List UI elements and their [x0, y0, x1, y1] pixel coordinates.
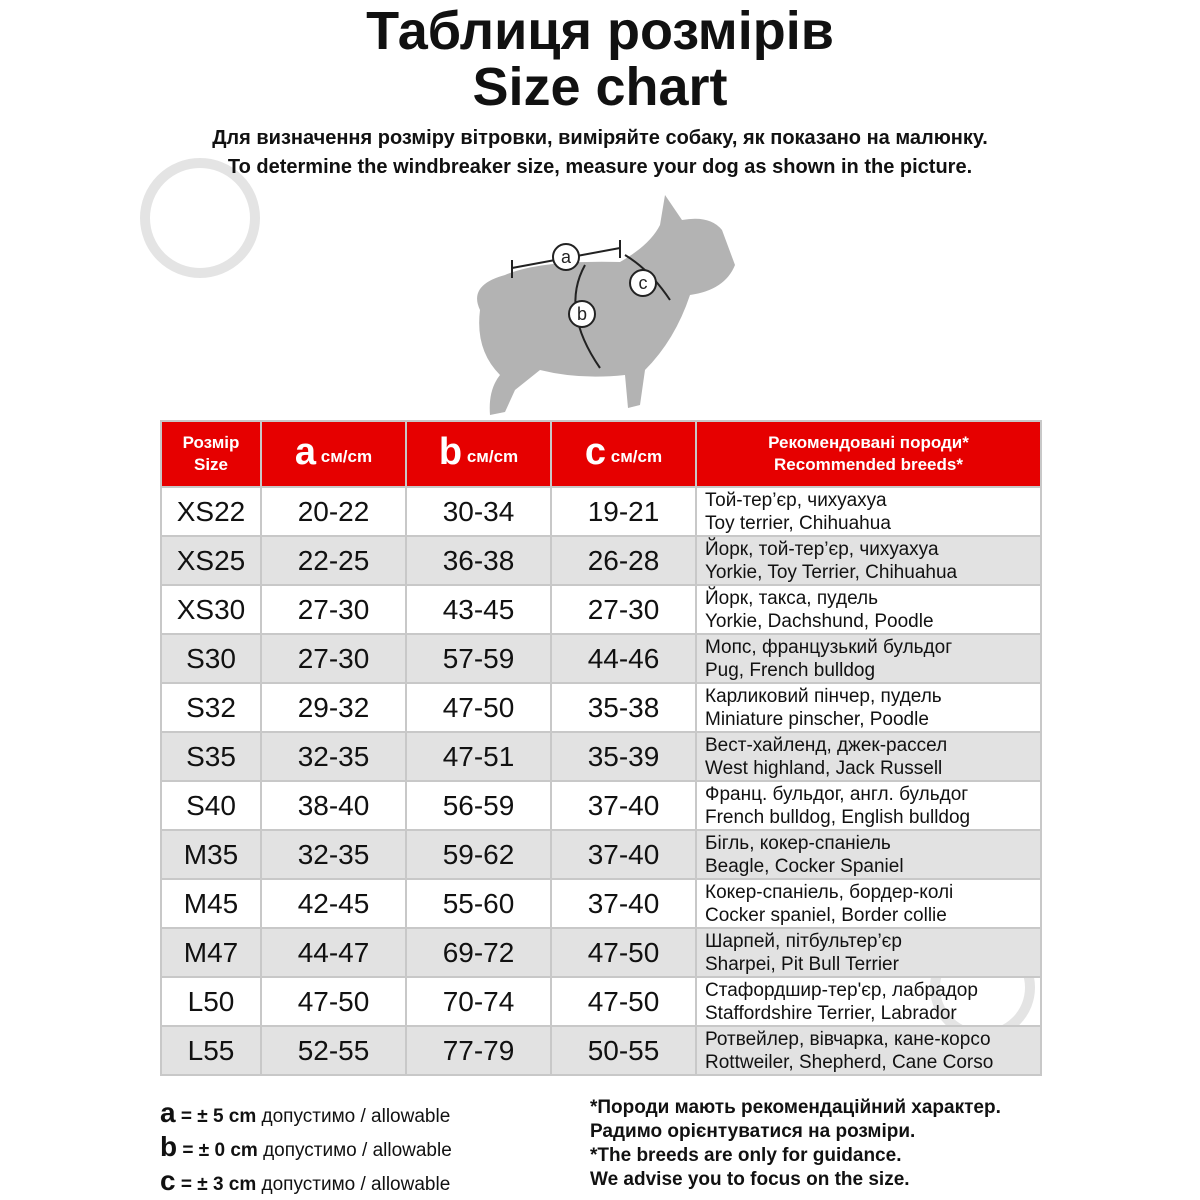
cell-breeds: Ротвейлер, вівчарка, кане-корсо Rottweile… [695, 1025, 1042, 1076]
cell-breeds: Карликовий пінчер, пудель Miniature pinsc… [695, 682, 1042, 733]
cell-b: 56-59 [405, 780, 552, 831]
cell-a: 29-32 [260, 682, 407, 733]
cell-size: M45 [160, 878, 262, 929]
cell-breeds: Йорк, той-тер’єр, чихуахуа Yorkie, Toy Te… [695, 535, 1042, 586]
table-row: S35 32-35 47-51 35-39 Вест-хайленд, джек-рас… [160, 731, 1042, 782]
title-en: Size chart [472, 57, 728, 117]
cell-b: 47-50 [405, 682, 552, 733]
cell-c: 47-50 [550, 976, 697, 1027]
cell-breeds: Вест-хайленд, джек-рассел West highland, … [695, 731, 1042, 782]
table-row: M45 42-45 55-60 37-40 Кокер-спаніель, бордер… [160, 878, 1042, 929]
table-row: S40 38-40 56-59 37-40 Франц. бульдог, англ. … [160, 780, 1042, 831]
cell-a: 42-45 [260, 878, 407, 929]
header-a: a см/cm [260, 420, 407, 488]
footnote: *Породи мають рекомендаційний характер. Р… [590, 1097, 1001, 1190]
size-table: Розмір Size a см/cm b см/cm c см/cm Реком… [160, 420, 1042, 1076]
cell-b: 47-51 [405, 731, 552, 782]
cell-c: 37-40 [550, 829, 697, 880]
header-breeds: Рекомендовані породи* Recommended breeds* [695, 420, 1042, 488]
cell-breeds: Кокер-спаніель, бордер-колі Cocker spanie… [695, 878, 1042, 929]
label-a: a [561, 247, 572, 267]
cell-a: 20-22 [260, 486, 407, 537]
cell-a: 38-40 [260, 780, 407, 831]
cell-c: 50-55 [550, 1025, 697, 1076]
cell-breeds: Бігль, кокер-спаніель Beagle, Cocker Span… [695, 829, 1042, 880]
label-c: c [639, 273, 648, 293]
subtitle-ua: Для визначення розміру вітровки, виміряй… [212, 127, 988, 149]
cell-c: 26-28 [550, 535, 697, 586]
cell-c: 44-46 [550, 633, 697, 684]
cell-size: S35 [160, 731, 262, 782]
cell-breeds: Той-тер’єр, чихуахуа Toy terrier, Chihuah… [695, 486, 1042, 537]
cell-c: 35-38 [550, 682, 697, 733]
cell-b: 55-60 [405, 878, 552, 929]
title-ua: Таблиця розмірів [366, 1, 834, 61]
cell-a: 32-35 [260, 731, 407, 782]
subtitle-en: To determine the windbreaker size, measu… [227, 156, 973, 178]
cell-b: 77-79 [405, 1025, 552, 1076]
cell-c: 19-21 [550, 486, 697, 537]
cell-size: XS22 [160, 486, 262, 537]
cell-b: 57-59 [405, 633, 552, 684]
header-b: b см/cm [405, 420, 552, 488]
tolerance-a: a = ± 5 cm допустимо / allowable [160, 1097, 451, 1128]
cell-a: 47-50 [260, 976, 407, 1027]
watermark-icon [140, 158, 260, 278]
cell-breeds: Йорк, такса, пудель Yorkie, Dachshund, Po… [695, 584, 1042, 635]
header-size: Розмір Size [160, 420, 262, 488]
cell-a: 27-30 [260, 633, 407, 684]
table-row: M47 44-47 69-72 47-50 Шарпей, пітбультер’єр S… [160, 927, 1042, 978]
cell-a: 52-55 [260, 1025, 407, 1076]
cell-size: L50 [160, 976, 262, 1027]
cell-a: 32-35 [260, 829, 407, 880]
label-b: b [577, 304, 587, 324]
cell-breeds: Франц. бульдог, англ. бульдог French bull… [695, 780, 1042, 831]
cell-size: S30 [160, 633, 262, 684]
cell-size: S40 [160, 780, 262, 831]
table-row: XS22 20-22 30-34 19-21 Той-тер’єр, чихуахуа T… [160, 486, 1042, 537]
cell-size: S32 [160, 682, 262, 733]
table-row: XS30 27-30 43-45 27-30 Йорк, такса, пудель Yo… [160, 584, 1042, 635]
cell-breeds: Шарпей, пітбультер’єр Sharpei, Pit Bull T… [695, 927, 1042, 978]
tolerance-notes: a = ± 5 cm допустимо / allowable b = ± 0… [160, 1098, 452, 1200]
cell-b: 70-74 [405, 976, 552, 1027]
table-row: M35 32-35 59-62 37-40 Бігль, кокер-спаніель B… [160, 829, 1042, 880]
header-c: c см/cm [550, 420, 697, 488]
cell-c: 35-39 [550, 731, 697, 782]
cell-size: L55 [160, 1025, 262, 1076]
cell-a: 44-47 [260, 927, 407, 978]
cell-c: 37-40 [550, 780, 697, 831]
tolerance-c: c = ± 3 cm допустимо / allowable [160, 1165, 451, 1196]
dog-silhouette [477, 195, 735, 415]
cell-b: 36-38 [405, 535, 552, 586]
table-row: L55 52-55 77-79 50-55 Ротвейлер, вівчарка, к… [160, 1025, 1042, 1076]
table-row: S30 27-30 57-59 44-46 Мопс, французький буль… [160, 633, 1042, 684]
cell-size: XS25 [160, 535, 262, 586]
cell-b: 69-72 [405, 927, 552, 978]
cell-b: 43-45 [405, 584, 552, 635]
table-row: S32 29-32 47-50 35-38 Карликовий пінчер, пуд… [160, 682, 1042, 733]
cell-b: 30-34 [405, 486, 552, 537]
table-row: L50 47-50 70-74 47-50 Стафордшир-тер'єр, лаб… [160, 976, 1042, 1027]
cell-b: 59-62 [405, 829, 552, 880]
cell-breeds: Мопс, французький бульдог Pug, French bul… [695, 633, 1042, 684]
table-row: XS25 22-25 36-38 26-28 Йорк, той-тер’єр, чих… [160, 535, 1042, 586]
cell-breeds: Стафордшир-тер'єр, лабрадор Staffordshire… [695, 976, 1042, 1027]
cell-size: M35 [160, 829, 262, 880]
cell-a: 22-25 [260, 535, 407, 586]
cell-size: XS30 [160, 584, 262, 635]
cell-size: M47 [160, 927, 262, 978]
dog-measurement-diagram: a b c [477, 195, 735, 415]
tolerance-b: b = ± 0 cm допустимо / allowable [160, 1131, 452, 1162]
cell-c: 37-40 [550, 878, 697, 929]
cell-c: 47-50 [550, 927, 697, 978]
cell-a: 27-30 [260, 584, 407, 635]
table-header: Розмір Size a см/cm b см/cm c см/cm Реком… [160, 420, 1042, 488]
cell-c: 27-30 [550, 584, 697, 635]
